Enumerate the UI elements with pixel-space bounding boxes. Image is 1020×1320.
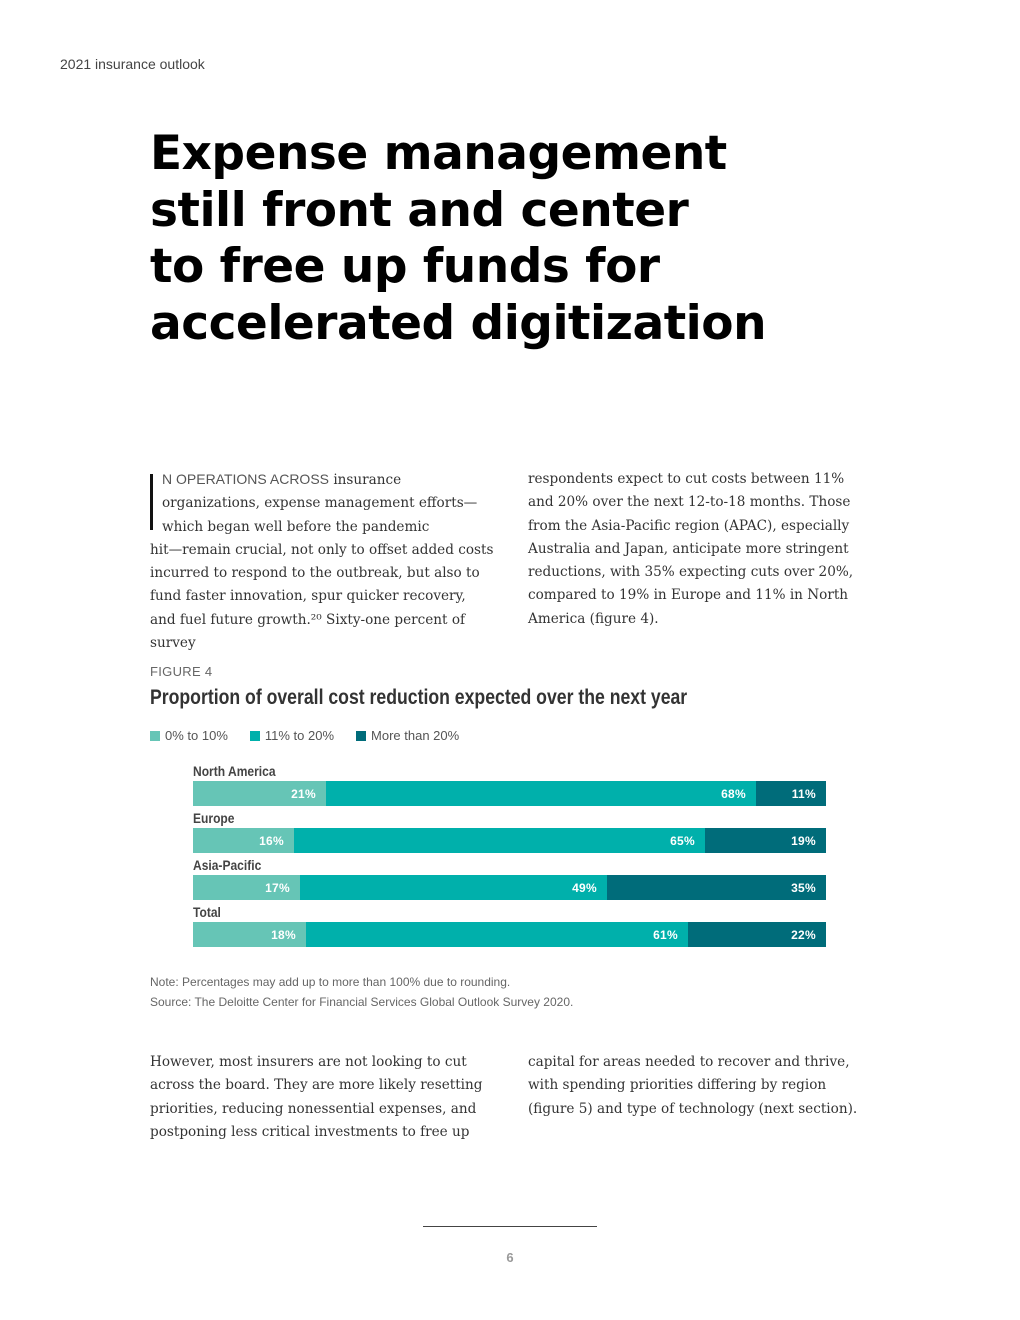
- figure-label: FIGURE 4: [150, 664, 213, 679]
- bar-segment: 68%: [326, 781, 756, 806]
- bar-segment: 49%: [300, 875, 607, 900]
- stacked-bar-chart: North America 21% 68% 11% Europe 16% 65% 19% Asi…: [193, 762, 826, 950]
- category-label: Europe: [193, 810, 235, 826]
- figure-source: Source: The Deloitte Center for Financia…: [150, 995, 574, 1009]
- stacked-bar: 17% 49% 35%: [193, 875, 826, 900]
- category-label: North America: [193, 763, 276, 779]
- category-label: Total: [193, 904, 221, 920]
- lead-in-caps: N OPERATIONS ACROSS: [162, 471, 329, 487]
- chart-legend: 0% to 10% 11% to 20% More than 20%: [150, 728, 459, 743]
- bar-segment: 11%: [756, 781, 826, 806]
- intro-column-right: respondents expect to cut costs between …: [528, 471, 854, 627]
- bar-segment: 21%: [193, 781, 326, 806]
- intro-second-line: organizations, expense management effort…: [162, 495, 478, 512]
- figure-title: Proportion of overall cost reduction exp…: [150, 686, 688, 709]
- lead-in-rest: insurance: [329, 472, 402, 488]
- title-line: accelerated digitization: [150, 295, 767, 351]
- legend-label: 0% to 10%: [165, 728, 228, 743]
- figure-note: Note: Percentages may add up to more tha…: [150, 975, 511, 989]
- stacked-bar: 16% 65% 19%: [193, 828, 826, 853]
- running-header: 2021 insurance outlook: [60, 56, 205, 72]
- bar-segment: 61%: [306, 922, 688, 947]
- category-label: Asia-Pacific: [193, 857, 262, 873]
- stacked-bar: 21% 68% 11%: [193, 781, 826, 806]
- bar-segment: 17%: [193, 875, 300, 900]
- outro-column-right: capital for areas needed to recover and …: [528, 1054, 858, 1117]
- bar-segment: 18%: [193, 922, 306, 947]
- legend-swatch: [150, 730, 160, 741]
- legend-swatch: [356, 730, 367, 741]
- bar-segment: 35%: [607, 875, 826, 900]
- bar-segment: 22%: [688, 922, 826, 947]
- intro-column-left: N OPERATIONS ACROSS insurance organizati…: [150, 468, 495, 655]
- legend-item: More than 20%: [356, 728, 459, 743]
- title-line: Expense management: [150, 126, 727, 181]
- footer-divider: [423, 1226, 597, 1227]
- outro-column-left: However, most insurers are not looking t…: [150, 1054, 483, 1140]
- drop-cap-bar: [150, 474, 153, 530]
- title-line: still front and center: [150, 182, 689, 238]
- legend-item: 11% to 20%: [249, 728, 335, 743]
- bar-segment: 16%: [193, 828, 294, 853]
- legend-swatch: [249, 730, 260, 741]
- page-number: 6: [506, 1250, 514, 1265]
- legend-item: 0% to 10%: [150, 728, 228, 743]
- legend-label: 11% to 20%: [264, 728, 335, 743]
- stacked-bar: 18% 61% 22%: [193, 922, 826, 947]
- intro-paragraph-rest: hit—remain crucial, not only to offset a…: [150, 541, 494, 652]
- intro-first-line: N OPERATIONS ACROSS insurance: [150, 468, 495, 492]
- bar-segment: 19%: [705, 828, 826, 853]
- intro-third-line: which began well before the pandemic: [162, 518, 430, 535]
- title-line: to free up funds for: [150, 239, 660, 294]
- figure-notes: Note: Percentages may add up to more tha…: [150, 972, 573, 1012]
- legend-label: More than 20%: [371, 728, 460, 743]
- bar-segment: 65%: [294, 828, 705, 853]
- page-title: Expense management still front and cente…: [150, 126, 850, 352]
